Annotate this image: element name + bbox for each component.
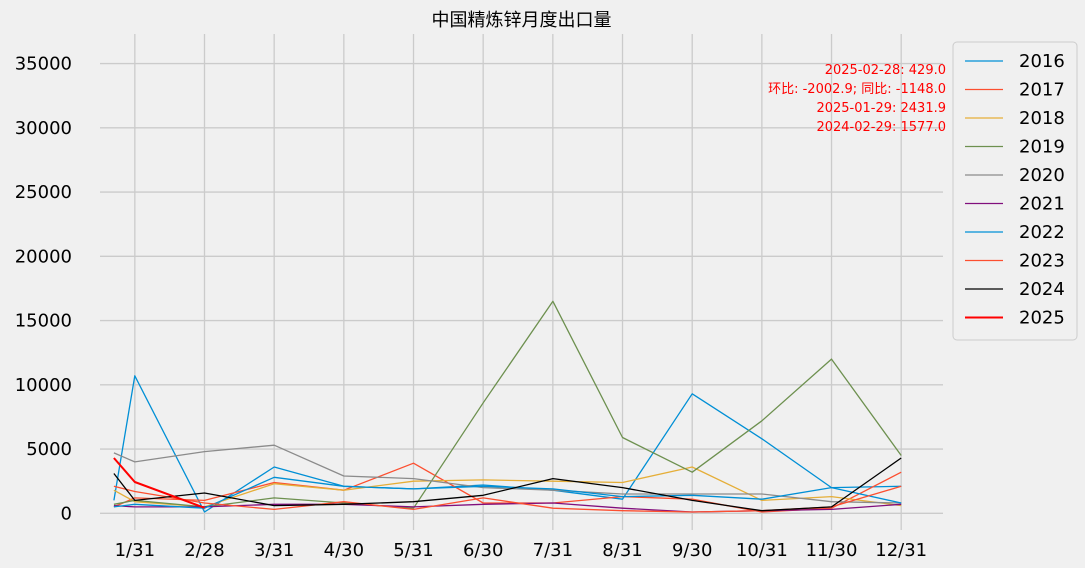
- gridlines: [100, 34, 943, 530]
- annotation-line-1: 2025-02-28: 429.0: [825, 63, 946, 78]
- y-tick-label: 25000: [15, 182, 72, 203]
- x-tick-label: 10/31: [736, 540, 788, 561]
- legend-label-2016: 2016: [1019, 51, 1065, 72]
- x-tick-label: 4/30: [324, 540, 364, 561]
- x-tick-label: 2/28: [184, 540, 224, 561]
- x-tick-label: 5/31: [393, 540, 433, 561]
- series-line-2025: [113, 457, 205, 509]
- legend-label-2022: 2022: [1019, 222, 1065, 243]
- legend-label-2024: 2024: [1019, 279, 1065, 300]
- legend-label-2017: 2017: [1019, 80, 1065, 101]
- legend-label-2023: 2023: [1019, 251, 1065, 272]
- annotation-line-2: 环比: -2002.9; 同比: -1148.0: [768, 82, 946, 97]
- annotation-line-3: 2025-01-29: 2431.9: [816, 101, 946, 116]
- x-tick-label: 6/30: [463, 540, 503, 561]
- y-tick-label: 5000: [26, 439, 72, 460]
- legend: 2016 2017 2018 2019 2020 2021 2022 2023 2024 2025: [952, 41, 1078, 341]
- legend-label-2021: 2021: [1019, 194, 1065, 215]
- x-axis-ticks: 1/31 2/28 3/31 4/30 5/31 6/30 7/31 8/31 9/30 10/3…: [115, 540, 928, 561]
- x-tick-label: 3/31: [254, 540, 294, 561]
- annotation-block: 2025-02-28: 429.0 环比: -2002.9; 同比: -1148…: [768, 63, 946, 135]
- legend-frame: [952, 41, 1078, 341]
- x-tick-label: 12/31: [875, 540, 927, 561]
- series-line-2024: [113, 457, 902, 512]
- y-tick-label: 35000: [15, 54, 72, 75]
- legend-label-2018: 2018: [1019, 108, 1065, 129]
- x-tick-label: 8/31: [602, 540, 642, 561]
- x-tick-label: 1/31: [115, 540, 155, 561]
- legend-label-2020: 2020: [1019, 165, 1065, 186]
- series-line-2016: [113, 375, 902, 513]
- legend-label-2019: 2019: [1019, 137, 1065, 158]
- y-axis-ticks: 0 5000 10000 15000 20000 25000 30000 35000: [15, 54, 72, 525]
- x-tick-label: 11/30: [806, 540, 858, 561]
- plot-lines: [113, 300, 902, 513]
- y-tick-label: 10000: [15, 375, 72, 396]
- y-tick-label: 20000: [15, 246, 72, 267]
- x-tick-label: 7/31: [533, 540, 573, 561]
- x-tick-label: 9/30: [672, 540, 712, 561]
- series-line-2021: [113, 502, 902, 513]
- series-line-2019: [113, 300, 902, 509]
- series-line-2022: [113, 476, 902, 509]
- legend-label-2025: 2025: [1019, 308, 1065, 329]
- y-tick-label: 15000: [15, 311, 72, 332]
- series-line-2017: [113, 462, 902, 513]
- y-tick-label: 30000: [15, 118, 72, 139]
- chart-title: 中国精炼锌月度出口量: [432, 10, 612, 31]
- y-tick-label: 0: [61, 503, 72, 524]
- annotation-line-4: 2024-02-29: 1577.0: [816, 120, 946, 135]
- series-line-2020: [113, 444, 902, 504]
